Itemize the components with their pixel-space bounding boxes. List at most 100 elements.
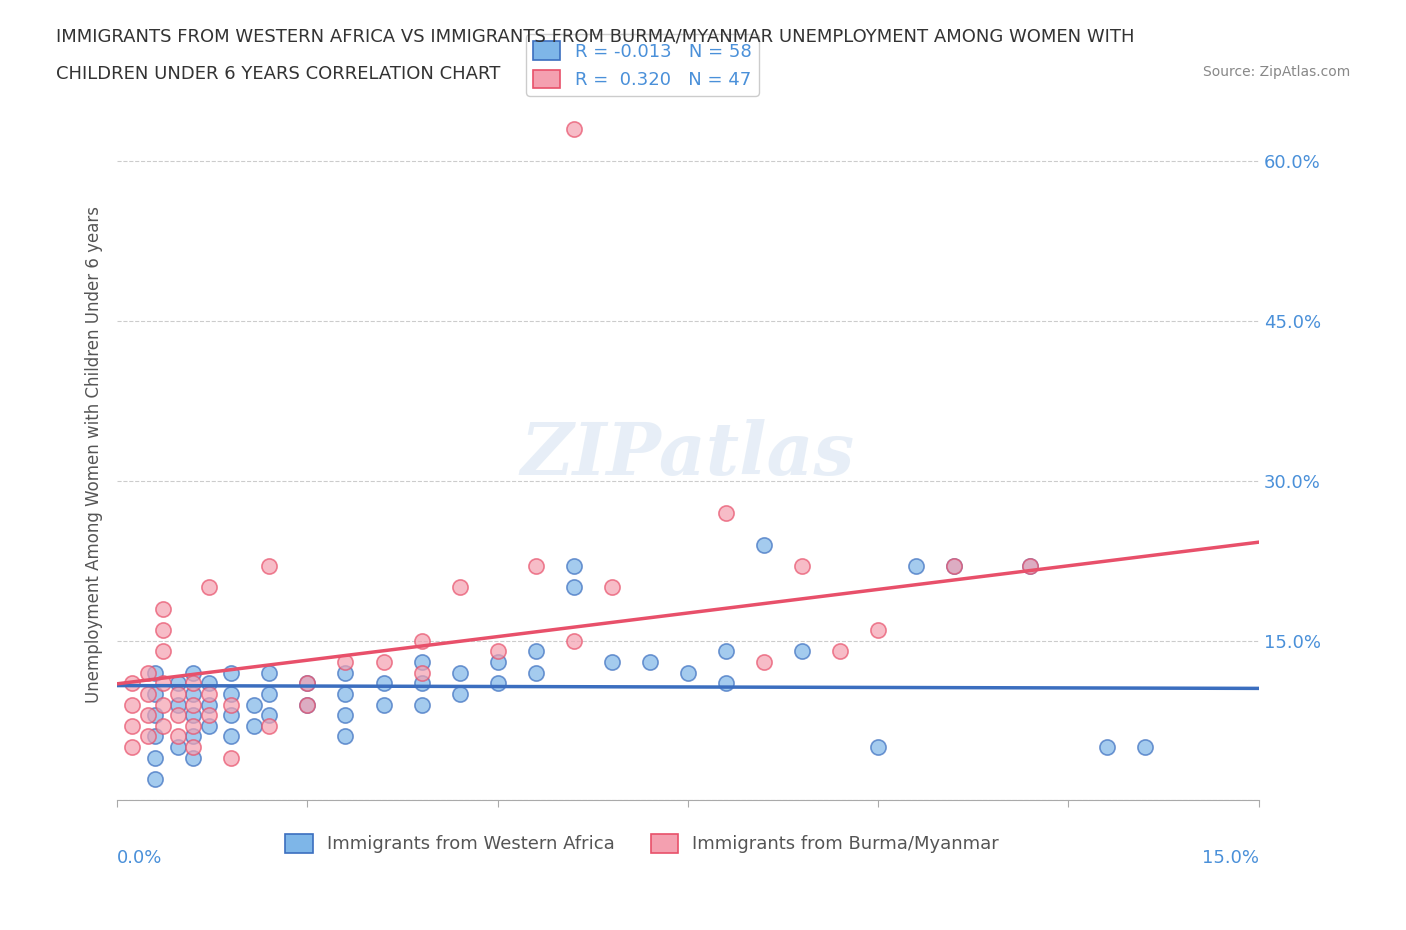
Point	[600, 655, 623, 670]
Point	[221, 708, 243, 723]
Point	[868, 739, 890, 754]
Point	[181, 729, 204, 744]
Point	[335, 729, 357, 744]
Point	[562, 559, 585, 574]
Point	[373, 698, 395, 712]
Point	[167, 676, 190, 691]
Point	[181, 751, 204, 765]
Point	[143, 772, 166, 787]
Point	[181, 676, 204, 691]
Point	[152, 718, 174, 733]
Point	[752, 655, 775, 670]
Point	[243, 698, 266, 712]
Point	[373, 655, 395, 670]
Text: ZIPatlas: ZIPatlas	[520, 418, 855, 490]
Point	[136, 665, 159, 680]
Point	[221, 729, 243, 744]
Point	[524, 644, 547, 658]
Point	[167, 686, 190, 701]
Point	[943, 559, 966, 574]
Point	[197, 676, 219, 691]
Point	[486, 644, 509, 658]
Point	[197, 580, 219, 595]
Point	[143, 665, 166, 680]
Point	[152, 601, 174, 616]
Point	[790, 644, 813, 658]
Point	[259, 718, 281, 733]
Point	[181, 739, 204, 754]
Point	[181, 665, 204, 680]
Point	[121, 698, 143, 712]
Point	[121, 676, 143, 691]
Point	[524, 665, 547, 680]
Point	[297, 676, 319, 691]
Legend: Immigrants from Western Africa, Immigrants from Burma/Myanmar: Immigrants from Western Africa, Immigran…	[278, 827, 1007, 860]
Point	[714, 505, 737, 520]
Point	[411, 665, 433, 680]
Point	[136, 708, 159, 723]
Point	[121, 739, 143, 754]
Point	[868, 622, 890, 637]
Point	[411, 655, 433, 670]
Point	[197, 686, 219, 701]
Point	[143, 708, 166, 723]
Text: Source: ZipAtlas.com: Source: ZipAtlas.com	[1202, 65, 1350, 79]
Point	[562, 122, 585, 137]
Point	[752, 538, 775, 552]
Point	[449, 686, 471, 701]
Point	[486, 676, 509, 691]
Point	[221, 698, 243, 712]
Point	[136, 729, 159, 744]
Point	[411, 633, 433, 648]
Text: CHILDREN UNDER 6 YEARS CORRELATION CHART: CHILDREN UNDER 6 YEARS CORRELATION CHART	[56, 65, 501, 83]
Text: IMMIGRANTS FROM WESTERN AFRICA VS IMMIGRANTS FROM BURMA/MYANMAR UNEMPLOYMENT AMO: IMMIGRANTS FROM WESTERN AFRICA VS IMMIGR…	[56, 28, 1135, 46]
Point	[297, 676, 319, 691]
Point	[335, 655, 357, 670]
Point	[221, 686, 243, 701]
Point	[373, 676, 395, 691]
Y-axis label: Unemployment Among Women with Children Under 6 years: Unemployment Among Women with Children U…	[86, 206, 103, 703]
Point	[1019, 559, 1042, 574]
Point	[181, 718, 204, 733]
Point	[905, 559, 928, 574]
Point	[335, 708, 357, 723]
Point	[259, 708, 281, 723]
Point	[943, 559, 966, 574]
Point	[181, 686, 204, 701]
Point	[136, 686, 159, 701]
Point	[152, 644, 174, 658]
Point	[714, 644, 737, 658]
Point	[221, 665, 243, 680]
Point	[143, 729, 166, 744]
Point	[1019, 559, 1042, 574]
Point	[167, 698, 190, 712]
Point	[297, 698, 319, 712]
Point	[152, 622, 174, 637]
Point	[411, 698, 433, 712]
Point	[600, 580, 623, 595]
Point	[143, 751, 166, 765]
Point	[197, 718, 219, 733]
Point	[197, 708, 219, 723]
Point	[143, 686, 166, 701]
Point	[259, 665, 281, 680]
Point	[167, 739, 190, 754]
Point	[562, 633, 585, 648]
Point	[221, 751, 243, 765]
Point	[790, 559, 813, 574]
Point	[676, 665, 699, 680]
Point	[121, 718, 143, 733]
Point	[562, 580, 585, 595]
Point	[449, 580, 471, 595]
Point	[449, 665, 471, 680]
Point	[335, 665, 357, 680]
Point	[197, 698, 219, 712]
Point	[830, 644, 852, 658]
Point	[524, 559, 547, 574]
Text: 0.0%: 0.0%	[117, 849, 163, 867]
Point	[714, 676, 737, 691]
Point	[486, 655, 509, 670]
Point	[181, 708, 204, 723]
Point	[167, 729, 190, 744]
Point	[335, 686, 357, 701]
